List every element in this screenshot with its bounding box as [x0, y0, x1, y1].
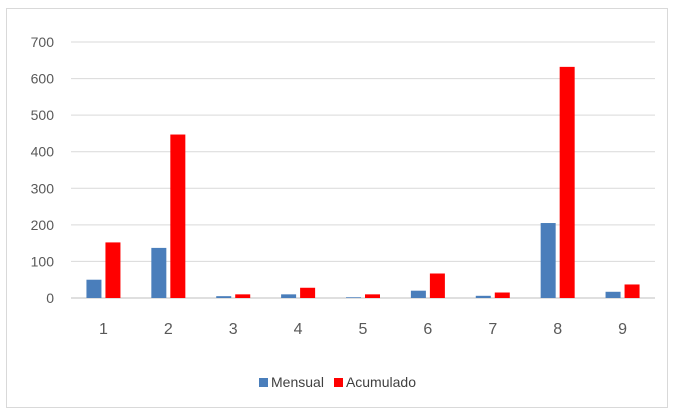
bar-acumulado-7 [494, 292, 510, 298]
legend-item-acumulado: Acumulado [333, 374, 416, 390]
bar-acumulado-2 [170, 134, 186, 298]
y-axis-tick-labels: 0 100 200 300 400 500 600 700 [31, 34, 55, 306]
y-tick-label: 400 [31, 144, 55, 160]
x-tick-label: 1 [99, 321, 108, 338]
x-tick-label: 5 [359, 321, 368, 338]
bar-acumulado-8 [559, 66, 575, 299]
bar-acumulado-4 [300, 287, 316, 298]
bar-mensual-6 [410, 290, 426, 298]
bar-acumulado-3 [235, 294, 251, 298]
legend-swatch-mensual [259, 377, 269, 387]
bar-acumulado-5 [365, 294, 380, 298]
bar-mensual-9 [605, 291, 621, 298]
bar-acumulado-1 [105, 242, 121, 298]
bar-mensual-7 [475, 295, 491, 298]
x-axis-tick-labels: 1 2 3 4 5 6 7 8 9 [99, 321, 627, 338]
bar-acumulado-6 [429, 273, 445, 298]
x-tick-label: 8 [553, 321, 562, 338]
y-tick-label: 300 [31, 180, 55, 196]
y-tick-label: 500 [31, 107, 55, 123]
x-tick-label: 2 [164, 321, 173, 338]
legend-swatch-acumulado [333, 377, 343, 387]
y-tick-label: 200 [31, 217, 55, 233]
y-tick-label: 700 [31, 34, 55, 50]
bar-acumulado-9 [624, 284, 640, 298]
chart-frame [6, 8, 668, 408]
bar-mensual-5 [346, 297, 361, 298]
x-tick-label: 3 [229, 321, 238, 338]
legend-item-mensual: Mensual [259, 374, 324, 390]
bar-mensual-8 [540, 223, 556, 298]
y-tick-label: 0 [46, 290, 54, 306]
bars [86, 66, 640, 299]
legend: Mensual Acumulado [0, 374, 675, 390]
bar-mensual-2 [151, 247, 167, 298]
x-tick-label: 7 [488, 321, 497, 338]
bar-mensual-3 [216, 296, 232, 298]
x-tick-label: 4 [294, 321, 303, 338]
legend-label-acumulado: Acumulado [345, 374, 416, 390]
y-tick-label: 600 [31, 71, 55, 87]
legend-label-mensual: Mensual [271, 374, 324, 390]
gridlines [71, 41, 655, 299]
x-tick-label: 6 [423, 321, 432, 338]
bar-mensual-4 [281, 294, 297, 298]
bar-mensual-1 [86, 279, 102, 298]
y-tick-label: 100 [31, 253, 55, 269]
x-tick-label: 9 [618, 321, 627, 338]
